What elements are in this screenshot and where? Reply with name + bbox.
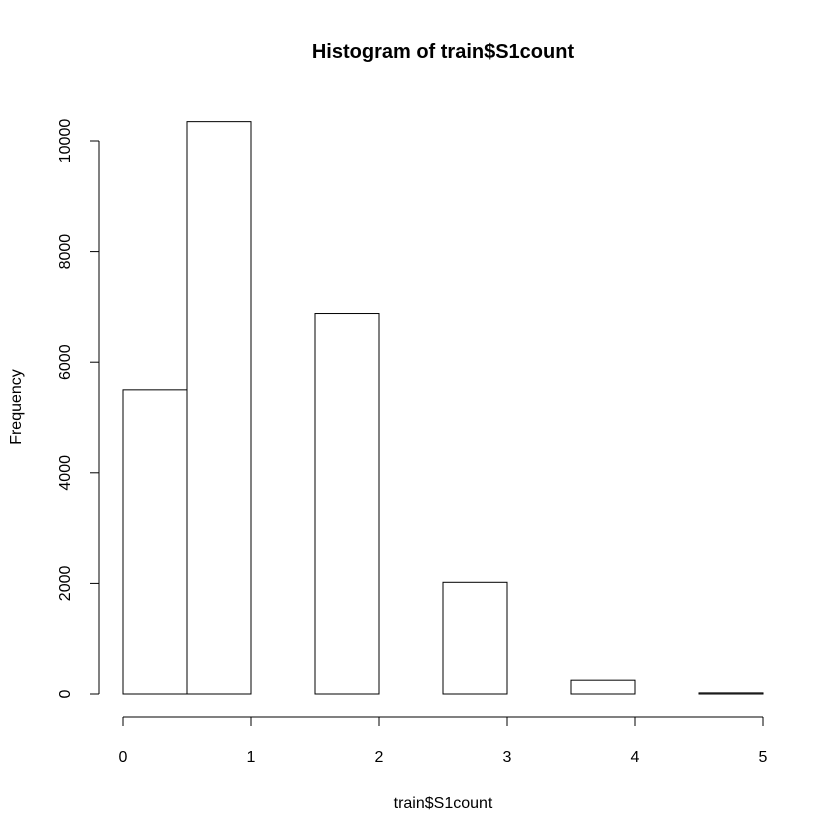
y-tick-label: 2000 <box>57 566 74 602</box>
x-tick-label: 5 <box>759 749 768 766</box>
histogram-bar <box>442 581 508 695</box>
x-axis-label: train$S1count <box>394 795 493 812</box>
histogram-bar <box>186 121 252 695</box>
y-axis-label: Frequency <box>8 369 25 445</box>
x-tick-label: 2 <box>375 749 384 766</box>
y-tick-label: 4000 <box>57 455 74 491</box>
histogram-bar <box>122 389 188 695</box>
y-tick-label: 6000 <box>57 344 74 380</box>
x-tick-label: 0 <box>119 749 128 766</box>
y-tick-label: 10000 <box>57 119 74 164</box>
bars-group <box>122 121 764 695</box>
y-tick-label: 0 <box>57 689 74 698</box>
histogram-bar <box>698 692 764 695</box>
y-axis: 0 2000 4000 6000 8000 10000 <box>57 119 100 698</box>
y-tick-label: 8000 <box>57 234 74 270</box>
x-tick-label: 1 <box>247 749 256 766</box>
x-tick-label: 4 <box>631 749 640 766</box>
histogram-bar <box>570 679 636 695</box>
x-tick-label: 3 <box>503 749 512 766</box>
chart-title: Histogram of train$S1count <box>312 41 575 63</box>
histogram-bar <box>314 313 380 695</box>
x-axis: 0 1 2 3 4 5 <box>119 716 768 766</box>
